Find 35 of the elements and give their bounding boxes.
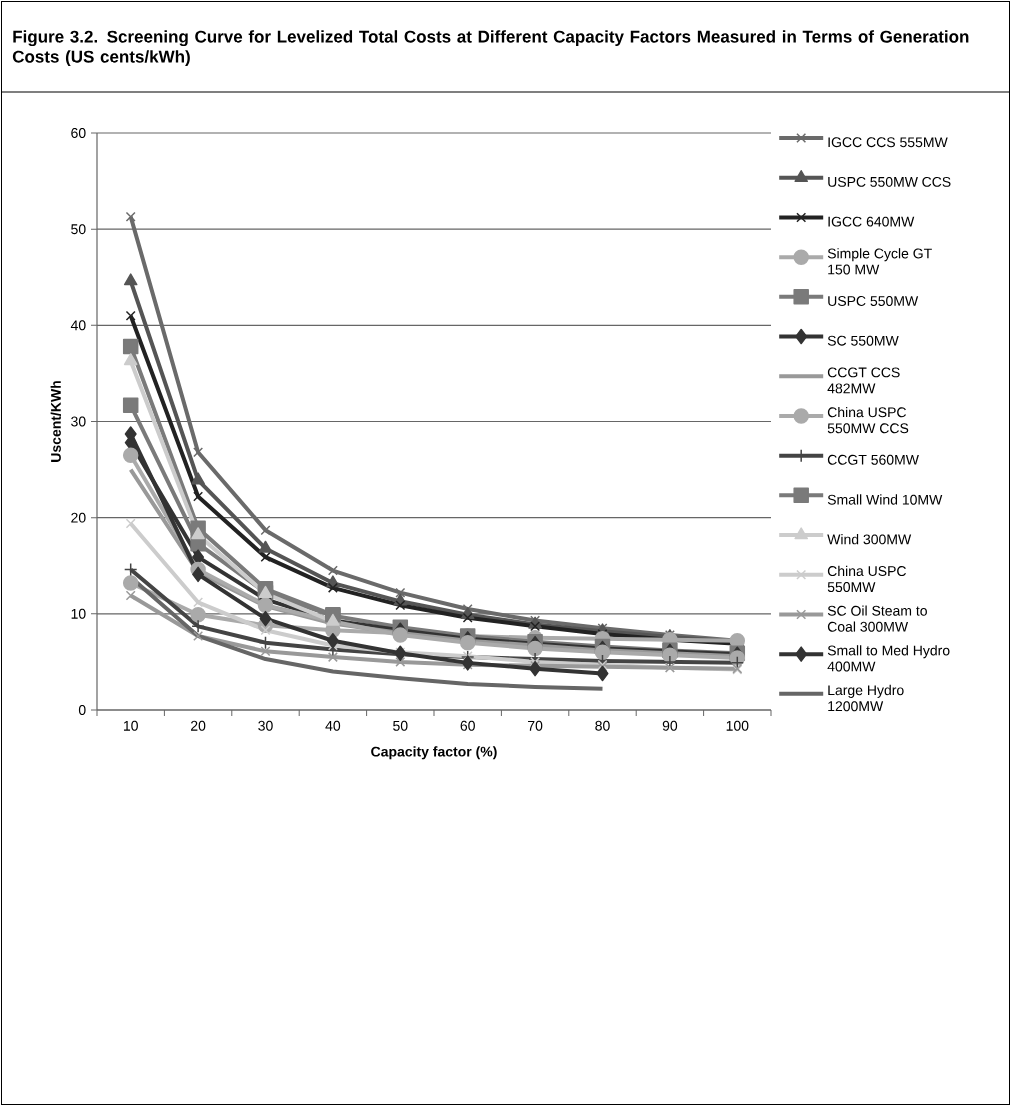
legend-label: CCGT 560MW [827, 454, 919, 465]
x-tick-label: 30 [258, 720, 273, 731]
legend-label: Small Wind 10MW [827, 494, 943, 505]
x-axis-title: Capacity factor (%) [371, 746, 497, 760]
x-tick-label: 80 [595, 720, 610, 731]
x-tick-label: 50 [393, 720, 408, 731]
legend-label: CCGT CCS 482MW [827, 367, 900, 394]
legend-label: SC Oil Steam to Coal 300MW [827, 605, 927, 632]
x-tick-label: 10 [123, 720, 138, 731]
y-tick-label: 20 [71, 512, 86, 523]
y-tick-label: 60 [71, 128, 86, 138]
x-tick-label: 70 [528, 720, 543, 731]
x-tick-label: 100 [726, 720, 749, 731]
y-axis-title: Uscent/KWh [50, 381, 62, 462]
y-tick-label: 0 [78, 705, 86, 715]
legend-label: Wind 300MW [827, 534, 912, 545]
legend-label: Simple Cycle GT 150 MW [827, 248, 932, 275]
legend-label: USPC 550MW [828, 296, 919, 306]
legend-label: SC 550MW [827, 335, 899, 346]
legend-label: IGCC 640MW [828, 216, 915, 227]
chart-title: Figure 3.2. Screening Curve for Levelized Total Costs at Different Capacity Factors Measured in Terms of Generation Costs (US cents/kWh) [12, 30, 969, 67]
y-tick-label: 40 [70, 320, 86, 331]
x-tick-label: 40 [325, 720, 341, 731]
legend-label: China USPC 550MW CCS [827, 406, 909, 434]
legend-label: IGCC CCS 555MW [828, 137, 948, 148]
legend-label: China USPC 550MW [827, 565, 907, 593]
legend-label: USPC 550MW CCS [828, 176, 951, 187]
legend-label: Small to Med Hydro 400MW [827, 645, 950, 672]
x-tick-label: 20 [191, 720, 206, 731]
x-tick-label: 60 [460, 720, 475, 731]
legend-label: Large Hydro 1200MW [828, 684, 904, 712]
y-tick-label: 50 [71, 224, 86, 235]
x-tick-label: 90 [662, 720, 678, 731]
y-tick-label: 30 [71, 416, 86, 427]
y-tick-label: 10 [71, 608, 86, 619]
